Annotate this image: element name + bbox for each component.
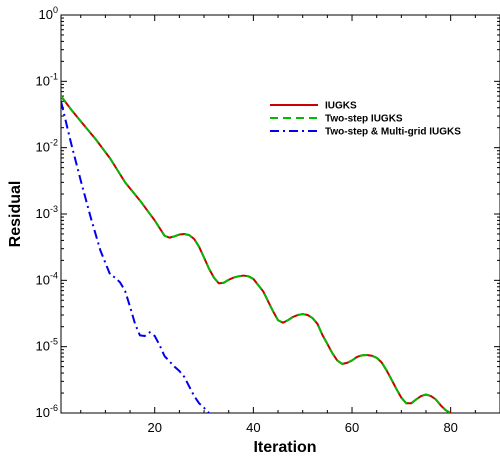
x-axis-title: Iteration xyxy=(253,439,316,456)
y-tick-label: 10-5 xyxy=(36,337,58,354)
series-lines xyxy=(61,95,452,413)
x-tick-label: 40 xyxy=(246,420,260,435)
plot-area: 100 10-1 10-2 10-3 10-4 10-5 10-6 20 40 60 80 xyxy=(36,5,500,435)
series-line-1 xyxy=(61,95,452,413)
y-axis-title: Residual xyxy=(7,181,24,248)
legend-label-3: Two-step & Multi-grid IUGKS xyxy=(325,127,461,138)
x-axis: 20 40 60 80 xyxy=(80,15,476,435)
series-line-3 xyxy=(61,101,211,413)
y-tick-label: 10-1 xyxy=(36,71,58,88)
y-tick-label: 10-6 xyxy=(36,403,58,420)
legend-label-1: IUGKS xyxy=(325,101,357,112)
legend-label-2: Two-step IUGKS xyxy=(325,114,403,125)
y-tick-label: 100 xyxy=(39,5,58,22)
legend: IUGKS Two-step IUGKS Two-step & Multi-grid… xyxy=(270,101,461,138)
y-tick-label: 10-4 xyxy=(36,270,58,287)
series-line-2 xyxy=(61,95,452,413)
plot-frame xyxy=(60,14,500,414)
y-tick-label: 10-3 xyxy=(36,204,58,221)
x-tick-label: 20 xyxy=(147,420,161,435)
x-tick-label: 80 xyxy=(443,420,457,435)
x-tick-label: 60 xyxy=(345,420,359,435)
y-tick-label: 10-2 xyxy=(36,138,58,155)
y-axis: 100 10-1 10-2 10-3 10-4 10-5 10-6 xyxy=(36,5,500,420)
